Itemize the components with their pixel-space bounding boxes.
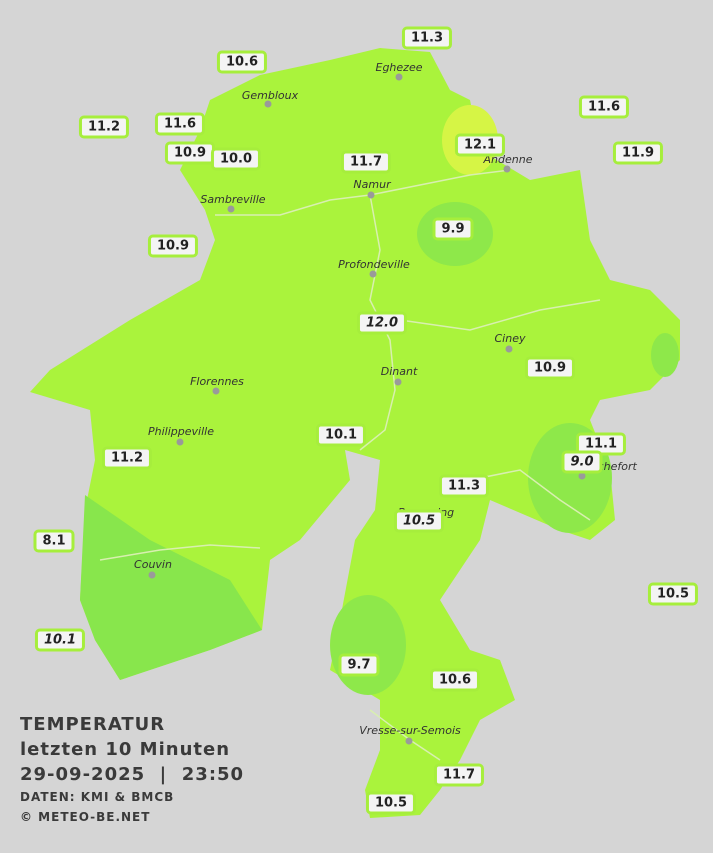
- legend-copyright: © METEO-BE.NET: [20, 810, 151, 824]
- city-label: Ciney: [495, 332, 526, 345]
- station-value: 11.3: [438, 474, 490, 498]
- city-label: Eghezee: [376, 61, 423, 74]
- city-label: Vresse-sur-Semois: [359, 724, 461, 737]
- city-dot: [264, 100, 272, 108]
- city-dot: [394, 378, 402, 386]
- station-value: 11.2: [78, 115, 130, 139]
- city-dot: [148, 571, 156, 579]
- station-value-italic: 9.0: [561, 450, 603, 474]
- city-label: Couvin: [134, 558, 172, 571]
- station-value: 11.9: [612, 141, 664, 165]
- station-value: 10.5: [365, 791, 417, 815]
- station-value: 10.9: [524, 356, 576, 380]
- station-value: 9.9: [432, 217, 474, 241]
- city-dot: [395, 73, 403, 81]
- city-dot: [212, 387, 220, 395]
- station-value-italic: 10.5: [393, 509, 445, 533]
- city-label: Dinant: [381, 365, 418, 378]
- city-dot: [176, 438, 184, 446]
- station-value: 8.1: [33, 529, 75, 553]
- city-label: Sambreville: [200, 193, 265, 206]
- station-value: 10.9: [164, 141, 216, 165]
- city-dot: [227, 205, 235, 213]
- station-value: 11.6: [154, 112, 206, 136]
- city-dot: [405, 737, 413, 745]
- city-dot: [503, 165, 511, 173]
- cool-area: [80, 495, 262, 680]
- station-value: 11.6: [578, 95, 630, 119]
- legend-subheading: letzten 10 Minuten: [20, 739, 231, 760]
- legend-source: DATEN: KMI & BMCB: [20, 790, 175, 804]
- city-label: Namur: [353, 178, 392, 191]
- cool-area: [651, 333, 679, 377]
- station-value: 11.7: [433, 763, 485, 787]
- station-value: 10.6: [216, 50, 268, 74]
- city-dot: [369, 270, 377, 278]
- station-value: 9.7: [338, 653, 380, 677]
- city-label: Philippeville: [148, 425, 214, 438]
- station-value: 12.1: [454, 133, 506, 157]
- station-value: 11.7: [340, 150, 392, 174]
- station-value-italic: 12.0: [356, 311, 408, 335]
- station-value: 10.1: [315, 423, 367, 447]
- city-dot: [505, 345, 513, 353]
- station-value: 10.0: [210, 147, 262, 171]
- station-value: 10.6: [429, 668, 481, 692]
- legend-timestamp: 29-09-2025 | 23:50: [20, 764, 245, 785]
- city-dot: [367, 191, 375, 199]
- station-value: 10.9: [147, 234, 199, 258]
- station-value: 11.2: [101, 446, 153, 470]
- city-dot: [578, 472, 586, 480]
- station-value-italic: 10.1: [34, 628, 86, 652]
- station-value: 10.5: [647, 582, 699, 606]
- station-value: 11.3: [401, 26, 453, 50]
- city-label: Profondeville: [338, 258, 410, 271]
- legend-heading: TEMPERATUR: [20, 714, 166, 735]
- city-label: Florennes: [190, 375, 244, 388]
- city-label: Gembloux: [242, 89, 299, 102]
- legend: TEMPERATUR letzten 10 Minuten 29-09-2025…: [20, 712, 244, 827]
